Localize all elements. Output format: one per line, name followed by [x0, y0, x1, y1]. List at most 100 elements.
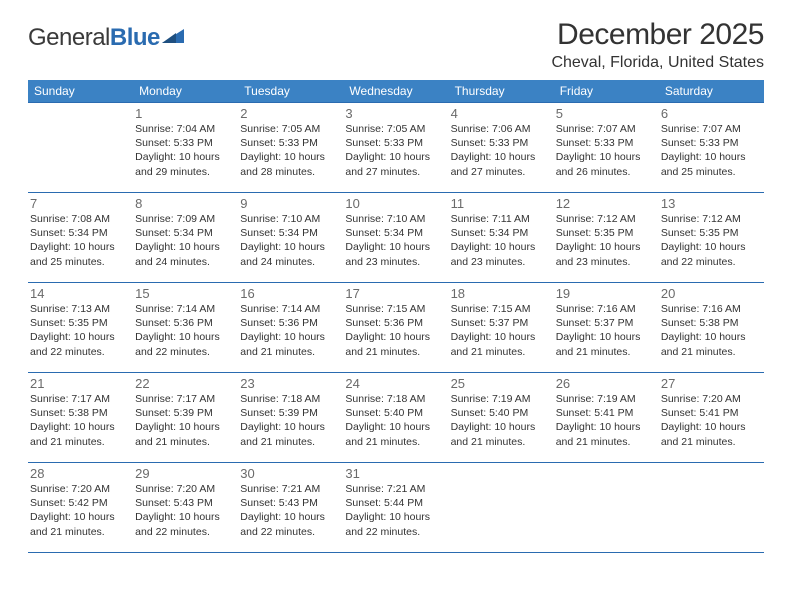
- day-number: 25: [451, 376, 552, 391]
- day-header: Tuesday: [238, 80, 343, 103]
- day-header: Monday: [133, 80, 238, 103]
- day-info: Sunrise: 7:17 AMSunset: 5:38 PMDaylight:…: [30, 392, 131, 449]
- day-number: 31: [345, 466, 446, 481]
- calendar-cell: 30Sunrise: 7:21 AMSunset: 5:43 PMDayligh…: [238, 463, 343, 553]
- day-number: 7: [30, 196, 131, 211]
- day-info: Sunrise: 7:05 AMSunset: 5:33 PMDaylight:…: [240, 122, 341, 179]
- day-info: Sunrise: 7:09 AMSunset: 5:34 PMDaylight:…: [135, 212, 236, 269]
- calendar-cell: 18Sunrise: 7:15 AMSunset: 5:37 PMDayligh…: [449, 283, 554, 373]
- logo-text-general: General: [28, 24, 110, 51]
- calendar-cell: 24Sunrise: 7:18 AMSunset: 5:40 PMDayligh…: [343, 373, 448, 463]
- day-info: Sunrise: 7:15 AMSunset: 5:37 PMDaylight:…: [451, 302, 552, 359]
- calendar-cell: 7Sunrise: 7:08 AMSunset: 5:34 PMDaylight…: [28, 193, 133, 283]
- calendar-cell: [659, 463, 764, 553]
- calendar-cell: 29Sunrise: 7:20 AMSunset: 5:43 PMDayligh…: [133, 463, 238, 553]
- day-number: 26: [556, 376, 657, 391]
- logo-text-blue: Blue: [110, 24, 160, 51]
- day-number: 6: [661, 106, 762, 121]
- calendar-cell: 16Sunrise: 7:14 AMSunset: 5:36 PMDayligh…: [238, 283, 343, 373]
- day-info: Sunrise: 7:16 AMSunset: 5:38 PMDaylight:…: [661, 302, 762, 359]
- calendar-cell: 10Sunrise: 7:10 AMSunset: 5:34 PMDayligh…: [343, 193, 448, 283]
- calendar-cell: 14Sunrise: 7:13 AMSunset: 5:35 PMDayligh…: [28, 283, 133, 373]
- day-number: 18: [451, 286, 552, 301]
- calendar-cell: 6Sunrise: 7:07 AMSunset: 5:33 PMDaylight…: [659, 103, 764, 193]
- calendar-cell: 3Sunrise: 7:05 AMSunset: 5:33 PMDaylight…: [343, 103, 448, 193]
- day-info: Sunrise: 7:19 AMSunset: 5:41 PMDaylight:…: [556, 392, 657, 449]
- calendar-cell: 12Sunrise: 7:12 AMSunset: 5:35 PMDayligh…: [554, 193, 659, 283]
- calendar-cell: 19Sunrise: 7:16 AMSunset: 5:37 PMDayligh…: [554, 283, 659, 373]
- logo-triangle-icon: [162, 25, 184, 43]
- calendar-cell: 22Sunrise: 7:17 AMSunset: 5:39 PMDayligh…: [133, 373, 238, 463]
- day-number: 22: [135, 376, 236, 391]
- calendar-row: 28Sunrise: 7:20 AMSunset: 5:42 PMDayligh…: [28, 463, 764, 553]
- day-info: Sunrise: 7:06 AMSunset: 5:33 PMDaylight:…: [451, 122, 552, 179]
- calendar-row: 1Sunrise: 7:04 AMSunset: 5:33 PMDaylight…: [28, 103, 764, 193]
- day-number: 20: [661, 286, 762, 301]
- day-info: Sunrise: 7:10 AMSunset: 5:34 PMDaylight:…: [240, 212, 341, 269]
- day-number: 30: [240, 466, 341, 481]
- day-number: 28: [30, 466, 131, 481]
- page-title: December 2025: [551, 18, 764, 52]
- calendar-cell: 23Sunrise: 7:18 AMSunset: 5:39 PMDayligh…: [238, 373, 343, 463]
- day-number: 12: [556, 196, 657, 211]
- calendar-table: SundayMondayTuesdayWednesdayThursdayFrid…: [28, 80, 764, 553]
- day-info: Sunrise: 7:18 AMSunset: 5:40 PMDaylight:…: [345, 392, 446, 449]
- calendar-cell: [554, 463, 659, 553]
- calendar-cell: 13Sunrise: 7:12 AMSunset: 5:35 PMDayligh…: [659, 193, 764, 283]
- day-number: 14: [30, 286, 131, 301]
- day-info: Sunrise: 7:20 AMSunset: 5:43 PMDaylight:…: [135, 482, 236, 539]
- calendar-cell: 27Sunrise: 7:20 AMSunset: 5:41 PMDayligh…: [659, 373, 764, 463]
- day-number: 23: [240, 376, 341, 391]
- day-number: 24: [345, 376, 446, 391]
- calendar-cell: 25Sunrise: 7:19 AMSunset: 5:40 PMDayligh…: [449, 373, 554, 463]
- day-number: 16: [240, 286, 341, 301]
- day-header: Saturday: [659, 80, 764, 103]
- logo: GeneralBlue: [28, 24, 184, 52]
- calendar-cell: [28, 103, 133, 193]
- day-info: Sunrise: 7:07 AMSunset: 5:33 PMDaylight:…: [556, 122, 657, 179]
- calendar-cell: 15Sunrise: 7:14 AMSunset: 5:36 PMDayligh…: [133, 283, 238, 373]
- day-info: Sunrise: 7:17 AMSunset: 5:39 PMDaylight:…: [135, 392, 236, 449]
- day-info: Sunrise: 7:16 AMSunset: 5:37 PMDaylight:…: [556, 302, 657, 359]
- day-header: Sunday: [28, 80, 133, 103]
- day-number: 5: [556, 106, 657, 121]
- logo-text: GeneralBlue: [28, 24, 160, 52]
- day-info: Sunrise: 7:10 AMSunset: 5:34 PMDaylight:…: [345, 212, 446, 269]
- day-info: Sunrise: 7:11 AMSunset: 5:34 PMDaylight:…: [451, 212, 552, 269]
- title-block: December 2025 Cheval, Florida, United St…: [551, 18, 764, 72]
- calendar-head: SundayMondayTuesdayWednesdayThursdayFrid…: [28, 80, 764, 103]
- calendar-cell: 5Sunrise: 7:07 AMSunset: 5:33 PMDaylight…: [554, 103, 659, 193]
- day-number: 9: [240, 196, 341, 211]
- calendar-cell: 1Sunrise: 7:04 AMSunset: 5:33 PMDaylight…: [133, 103, 238, 193]
- day-number: 17: [345, 286, 446, 301]
- day-number: 8: [135, 196, 236, 211]
- calendar-row: 14Sunrise: 7:13 AMSunset: 5:35 PMDayligh…: [28, 283, 764, 373]
- day-number: 13: [661, 196, 762, 211]
- day-info: Sunrise: 7:12 AMSunset: 5:35 PMDaylight:…: [661, 212, 762, 269]
- calendar-body: 1Sunrise: 7:04 AMSunset: 5:33 PMDaylight…: [28, 103, 764, 553]
- calendar-row: 7Sunrise: 7:08 AMSunset: 5:34 PMDaylight…: [28, 193, 764, 283]
- day-number: 27: [661, 376, 762, 391]
- day-info: Sunrise: 7:20 AMSunset: 5:41 PMDaylight:…: [661, 392, 762, 449]
- day-info: Sunrise: 7:15 AMSunset: 5:36 PMDaylight:…: [345, 302, 446, 359]
- header: GeneralBlue December 2025 Cheval, Florid…: [28, 18, 764, 72]
- calendar-cell: 28Sunrise: 7:20 AMSunset: 5:42 PMDayligh…: [28, 463, 133, 553]
- day-header: Thursday: [449, 80, 554, 103]
- day-info: Sunrise: 7:20 AMSunset: 5:42 PMDaylight:…: [30, 482, 131, 539]
- day-number: 1: [135, 106, 236, 121]
- day-info: Sunrise: 7:05 AMSunset: 5:33 PMDaylight:…: [345, 122, 446, 179]
- day-info: Sunrise: 7:08 AMSunset: 5:34 PMDaylight:…: [30, 212, 131, 269]
- calendar-cell: 21Sunrise: 7:17 AMSunset: 5:38 PMDayligh…: [28, 373, 133, 463]
- calendar-cell: 4Sunrise: 7:06 AMSunset: 5:33 PMDaylight…: [449, 103, 554, 193]
- calendar-cell: 31Sunrise: 7:21 AMSunset: 5:44 PMDayligh…: [343, 463, 448, 553]
- day-info: Sunrise: 7:18 AMSunset: 5:39 PMDaylight:…: [240, 392, 341, 449]
- day-info: Sunrise: 7:13 AMSunset: 5:35 PMDaylight:…: [30, 302, 131, 359]
- calendar-cell: [449, 463, 554, 553]
- calendar-row: 21Sunrise: 7:17 AMSunset: 5:38 PMDayligh…: [28, 373, 764, 463]
- calendar-cell: 9Sunrise: 7:10 AMSunset: 5:34 PMDaylight…: [238, 193, 343, 283]
- day-number: 29: [135, 466, 236, 481]
- day-number: 2: [240, 106, 341, 121]
- day-info: Sunrise: 7:14 AMSunset: 5:36 PMDaylight:…: [240, 302, 341, 359]
- calendar-cell: 11Sunrise: 7:11 AMSunset: 5:34 PMDayligh…: [449, 193, 554, 283]
- day-header: Wednesday: [343, 80, 448, 103]
